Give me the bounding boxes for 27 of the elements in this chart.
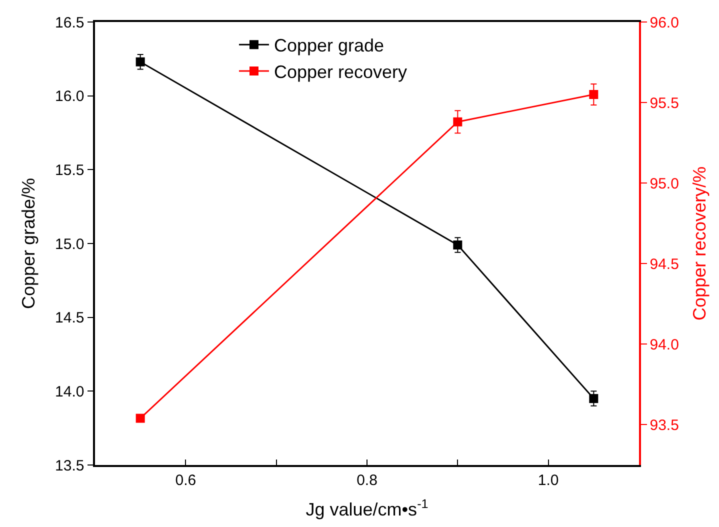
x-tick-label: 0.8 [356, 472, 378, 489]
y2-axis-title: Copper recovery/% [690, 166, 710, 321]
x-tick-label: 0.6 [175, 472, 196, 489]
y2-tick-label: 95.5 [650, 94, 679, 112]
y2-tick-label: 95.0 [650, 175, 679, 192]
y2-tick-label: 94.0 [650, 336, 679, 354]
point [453, 240, 462, 250]
y-tick-label: 16.5 [55, 14, 84, 32]
point [453, 117, 462, 126]
y2-tick-label: 94.5 [650, 256, 679, 273]
y-tick-label: 13.5 [55, 457, 84, 474]
y-tick-label: 14.5 [55, 310, 84, 327]
y-tick-label: 15.0 [55, 236, 84, 253]
y2-tick-label: 93.5 [650, 416, 679, 434]
x-tick-label: 1.0 [538, 472, 559, 489]
point [589, 394, 598, 404]
point [589, 90, 598, 99]
y-tick-label: 15.5 [55, 162, 84, 179]
x-axis-title: Jg value/cm•s$^{-1}$ [306, 496, 428, 520]
legend-label: Copper grade [274, 36, 384, 56]
y2-tick-label: 96.0 [650, 14, 679, 32]
y-axis-title: Copper grade/% [18, 178, 39, 310]
y-tick-label: 16.0 [55, 88, 84, 106]
legend-label: Copper recovery [274, 62, 408, 82]
y-tick-label: 14.0 [55, 383, 84, 400]
point [136, 414, 145, 423]
point [136, 57, 145, 66]
